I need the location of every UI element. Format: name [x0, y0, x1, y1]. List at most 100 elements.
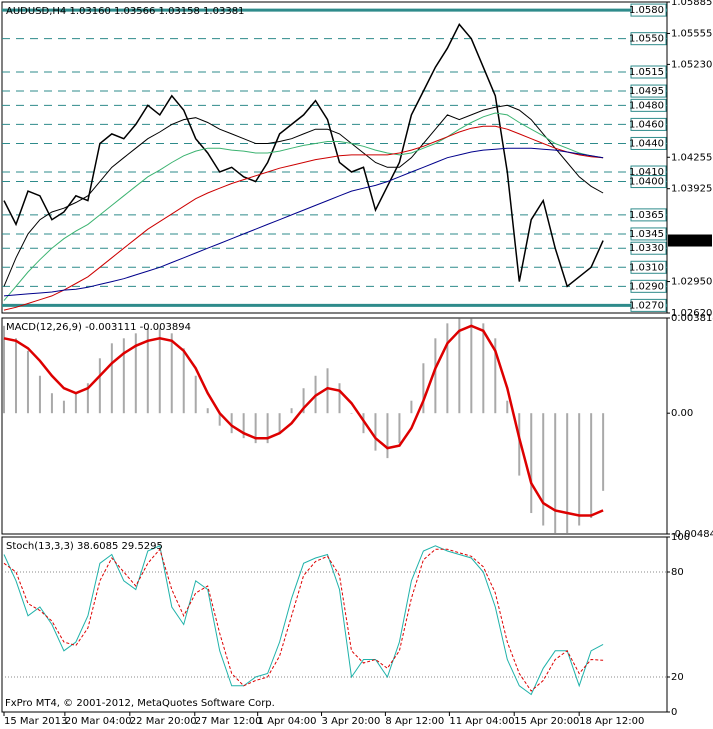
macd-bar [254, 413, 257, 444]
y-tick-label: 1.04255 [671, 152, 712, 163]
macd-bar [398, 413, 401, 444]
level-label: 1.0480 [629, 100, 664, 111]
macd-bar [446, 323, 449, 414]
macd-bar [62, 400, 65, 414]
macd-bar [326, 368, 329, 414]
macd-bar [338, 383, 341, 414]
level-label: 1.0410 [629, 167, 664, 178]
x-tick-label: 3 Apr 20:00 [322, 716, 381, 727]
macd-bar [110, 343, 113, 414]
level-label: 1.0440 [629, 138, 664, 149]
y-tick-label: 0.003814 [671, 313, 713, 324]
macd-bar [350, 413, 353, 414]
level-label: 1.0550 [629, 34, 664, 45]
level-box [630, 84, 667, 98]
macd-bar [74, 393, 77, 414]
macd-bar [266, 413, 269, 444]
macd-bar [566, 413, 569, 534]
macd-bar [14, 338, 17, 414]
level-label: 1.0310 [629, 262, 664, 273]
panel-title: AUDUSD,H4 1.03160 1.03566 1.03158 1.0338… [6, 6, 244, 17]
level-box [630, 279, 667, 293]
y-tick-label: 1.03925 [671, 184, 712, 195]
macd-bar [278, 413, 281, 434]
macd-bar [170, 333, 173, 414]
y-tick-label: -0.00484 [671, 529, 713, 540]
x-tick-label: 15 Mar 2013 [4, 716, 67, 727]
macd-bar [50, 393, 53, 414]
level-box [630, 136, 667, 150]
macd-bar [578, 413, 581, 526]
level-box [630, 208, 667, 222]
panel-title: Stoch(13,3,3) 38.6085 29.5295 [6, 541, 163, 552]
level-box [630, 260, 667, 274]
macd-bar [542, 413, 545, 526]
y-tick-label: 1.02950 [671, 277, 712, 288]
level-box [630, 117, 667, 131]
macd-bar [374, 413, 377, 451]
y-tick-label: 0.00 [671, 408, 693, 419]
macd-bar [602, 413, 605, 491]
macd-bar [182, 348, 185, 414]
macd-bar [206, 408, 209, 414]
macd-bar [26, 350, 29, 414]
macd-bar [86, 383, 89, 414]
level-label: 1.0345 [629, 229, 664, 240]
y-tick-label: 1.05555 [671, 28, 712, 39]
y-tick-label: 80 [671, 567, 684, 578]
macd-bar [242, 413, 245, 439]
macd-bar [482, 323, 485, 414]
level-label: 1.0495 [629, 86, 664, 97]
macd-bar [98, 358, 101, 414]
level-label: 1.0270 [629, 300, 664, 311]
price-line [3, 125, 604, 311]
level-box [630, 227, 667, 241]
stoch-line [3, 545, 604, 696]
y-tick-label: 20 [671, 672, 684, 683]
y-tick-label: 1.02620 [671, 308, 712, 319]
level-label: 1.0400 [629, 177, 664, 188]
level-box [630, 241, 667, 255]
macd-bar [122, 338, 125, 414]
price-line [3, 23, 604, 288]
macd-bar [470, 318, 473, 414]
y-tick-label: 100 [671, 532, 690, 543]
macd-bar [458, 318, 461, 414]
macd-bar [38, 375, 41, 414]
stoch-line [3, 548, 604, 692]
macd-bar [230, 413, 233, 434]
level-box [630, 98, 667, 112]
macd-bar [530, 413, 533, 514]
x-tick-label: 22 Mar 20:00 [130, 716, 197, 727]
price-line [3, 112, 604, 301]
macd-bar [218, 413, 221, 426]
level-box [630, 175, 667, 189]
level-box [630, 298, 667, 312]
macd-bar [554, 413, 557, 534]
macd-bar [302, 388, 305, 414]
level-label: 1.0290 [629, 281, 664, 292]
x-tick-label: 27 Mar 12:00 [195, 716, 262, 727]
level-label: 1.0580 [629, 5, 664, 16]
footer: FxPro MT4, © 2001-2012, MetaQuotes Softw… [5, 698, 275, 709]
x-tick-label: 1 Apr 04:00 [258, 716, 317, 727]
level-box [630, 3, 667, 17]
macd-bar [434, 338, 437, 414]
macd-bar [146, 328, 149, 414]
level-label: 1.0365 [629, 210, 664, 221]
x-tick-label: 8 Apr 12:00 [385, 716, 444, 727]
macd-bar [590, 413, 593, 519]
last-price-label: 1.03381 [671, 236, 712, 247]
y-tick-label: 0 [671, 707, 677, 718]
level-box [630, 65, 667, 79]
last-price-box [668, 234, 712, 247]
y-tick-label: 1.05230 [671, 59, 712, 70]
macd-bar [386, 413, 389, 459]
macd-bar [422, 363, 425, 414]
y-tick-label: 1.05885 [671, 0, 712, 8]
macd-bar [134, 333, 137, 414]
macd-bar [506, 400, 509, 414]
price-line [3, 147, 604, 297]
